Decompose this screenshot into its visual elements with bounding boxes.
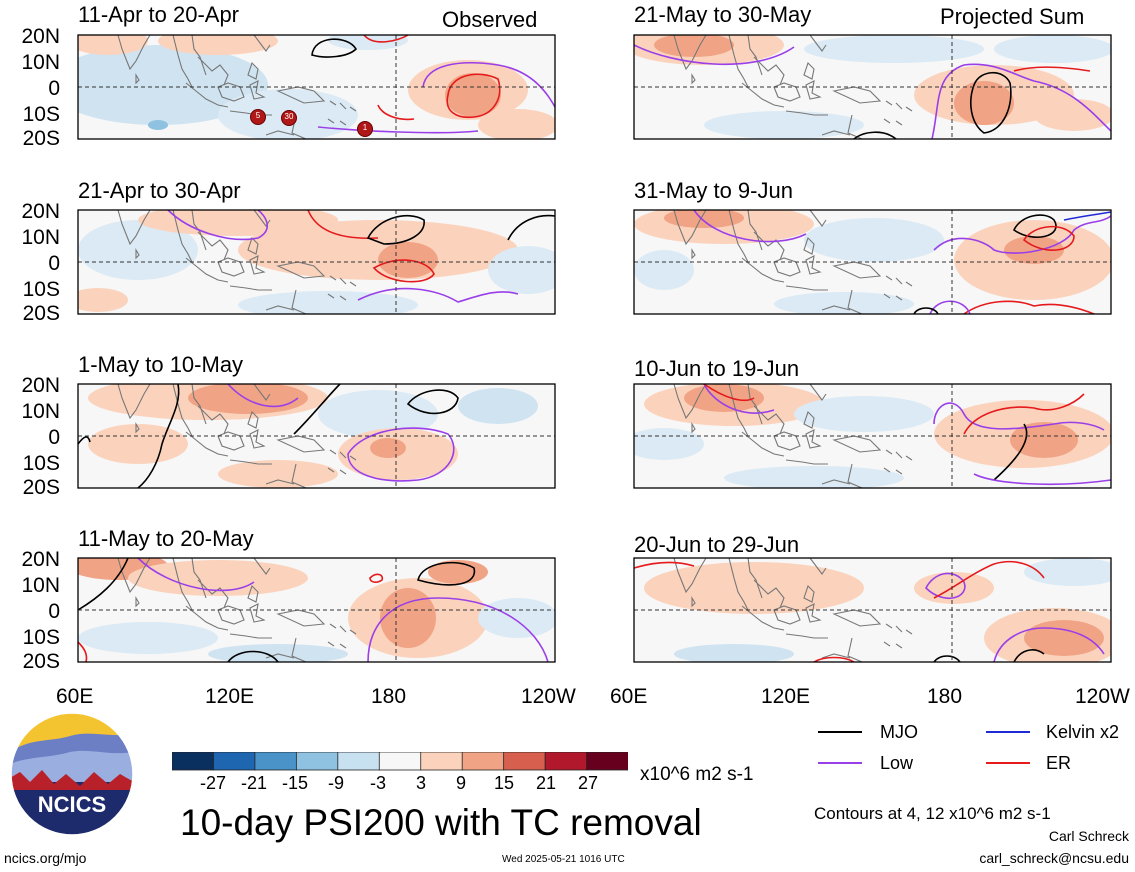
lat-label-10n: 10N bbox=[21, 574, 60, 597]
panel-3-map bbox=[77, 383, 555, 489]
legend-swatch-mjo bbox=[818, 731, 862, 733]
lat-label-10s: 10S bbox=[22, 452, 60, 475]
lat-label-20s: 20S bbox=[22, 127, 60, 150]
panel-8-map bbox=[633, 557, 1111, 663]
tc-marker-5: 5 bbox=[250, 109, 266, 125]
colorbar-tick: -27 bbox=[200, 773, 227, 793]
lat-label-10n: 10N bbox=[21, 400, 60, 423]
colorbar-units: x10^6 m2 s-1 bbox=[640, 764, 754, 785]
lat-label-10n: 10N bbox=[21, 226, 60, 249]
lon-label-120e-right: 120E bbox=[761, 685, 811, 708]
lat-label-20n: 20N bbox=[21, 374, 60, 397]
colorbar-tick: 27 bbox=[578, 773, 599, 793]
legend-swatch-low bbox=[818, 762, 862, 764]
contour-note: Contours at 4, 12 x10^6 m2 s-1 bbox=[814, 804, 1051, 823]
lat-label-20n: 20N bbox=[21, 25, 60, 48]
colorbar-tick: -9 bbox=[328, 773, 345, 793]
colorbar-swatch bbox=[420, 752, 464, 771]
lon-label-180-left: 180 bbox=[371, 685, 407, 708]
lat-label-20s: 20S bbox=[22, 302, 60, 325]
panel-title-5: 21-May to 30-May bbox=[634, 2, 812, 27]
panel-2-map bbox=[78, 209, 556, 315]
panel-5-map bbox=[633, 34, 1112, 140]
panel-title-3: 1-May to 10-May bbox=[78, 352, 244, 377]
lat-label-10s: 10S bbox=[22, 278, 60, 301]
legend-label-er: ER bbox=[1046, 753, 1072, 773]
lat-label-20n: 20N bbox=[21, 200, 60, 223]
panel-1-map bbox=[78, 34, 556, 140]
legend-label-mjo: MJO bbox=[880, 722, 918, 742]
author-email[interactable]: carl_schreck@ncsu.edu bbox=[979, 850, 1129, 866]
tc-marker-label: 1 bbox=[362, 123, 368, 132]
legend-swatch-er bbox=[986, 762, 1030, 764]
panel-title-4: 11-May to 20-May bbox=[78, 526, 254, 551]
lat-label-20n: 20N bbox=[21, 548, 60, 571]
source-url[interactable]: ncics.org/mjo bbox=[4, 850, 87, 866]
colorbar-tick: 3 bbox=[416, 773, 427, 793]
lat-label-eq: 0 bbox=[48, 77, 60, 100]
lat-label-10n: 10N bbox=[21, 51, 60, 74]
lat-label-10s: 10S bbox=[22, 626, 60, 649]
colorbar-swatch bbox=[254, 752, 298, 771]
colorbar-swatch bbox=[337, 752, 381, 771]
colorbar-tick: 15 bbox=[494, 773, 515, 793]
colorbar-swatch bbox=[544, 752, 588, 771]
panel-title-1: 11-Apr to 20-Apr bbox=[78, 2, 240, 27]
panel-6-map bbox=[634, 209, 1112, 315]
tc-marker-1: 1 bbox=[357, 121, 373, 137]
lon-label-120w-left: 120W bbox=[521, 685, 576, 708]
ncics-logo: NCICS bbox=[10, 712, 134, 836]
colorbar-swatch bbox=[586, 752, 628, 771]
colorbar-tick: 21 bbox=[536, 773, 557, 793]
lat-label-20s: 20S bbox=[22, 650, 60, 673]
map-panels bbox=[77, 34, 1112, 663]
lat-label-20s: 20S bbox=[22, 476, 60, 499]
colorbar bbox=[172, 752, 628, 771]
colorbar-tick: -21 bbox=[241, 773, 268, 793]
timestamp: Wed 2025-05-21 1016 UTC bbox=[502, 854, 625, 865]
tc-marker-label: 5 bbox=[255, 111, 261, 120]
lat-label-eq: 0 bbox=[48, 252, 60, 275]
tc-marker-30: 30 bbox=[281, 110, 297, 126]
colorbar-tick: 9 bbox=[456, 773, 467, 793]
colorbar-swatch bbox=[295, 752, 339, 771]
colorbar-tick: -3 bbox=[370, 773, 387, 793]
lon-label-60e-right: 60E bbox=[610, 685, 648, 708]
panel-title-2: 21-Apr to 30-Apr bbox=[78, 178, 241, 203]
projected-sum-label: Projected Sum bbox=[940, 4, 1085, 29]
panel-title-6: 31-May to 9-Jun bbox=[634, 178, 793, 203]
legend-label-kelvin: Kelvin x2 bbox=[1046, 722, 1120, 742]
lon-label-120e-left: 120E bbox=[205, 685, 255, 708]
author-name: Carl Schreck bbox=[1048, 828, 1129, 844]
colorbar-swatch bbox=[213, 752, 256, 771]
panel-title-7: 10-Jun to 19-Jun bbox=[634, 356, 800, 381]
colorbar-swatch bbox=[461, 752, 505, 771]
panel-7-map bbox=[634, 383, 1112, 489]
legend-label-low: Low bbox=[880, 753, 914, 773]
lon-label-60e-left: 60E bbox=[56, 685, 94, 708]
panel-title-8: 20-Jun to 29-Jun bbox=[634, 532, 800, 557]
legend-swatch-kelvin bbox=[986, 731, 1030, 733]
observed-label: Observed bbox=[442, 7, 538, 32]
colorbar-tick: -15 bbox=[282, 773, 309, 793]
tc-marker-label: 30 bbox=[284, 112, 294, 121]
lon-label-120w-right: 120W bbox=[1075, 685, 1130, 708]
colorbar-swatch bbox=[172, 752, 215, 771]
logo-text: NCICS bbox=[37, 792, 107, 817]
colorbar-swatch bbox=[503, 752, 546, 771]
lat-label-eq: 0 bbox=[48, 600, 60, 623]
panel-4-map bbox=[77, 557, 555, 663]
colorbar-swatch bbox=[378, 752, 422, 771]
lon-label-180-right: 180 bbox=[927, 685, 963, 708]
lat-label-10s: 10S bbox=[22, 103, 60, 126]
figure-title: 10-day PSI200 with TC removal bbox=[180, 802, 702, 843]
lat-label-eq: 0 bbox=[48, 426, 60, 449]
